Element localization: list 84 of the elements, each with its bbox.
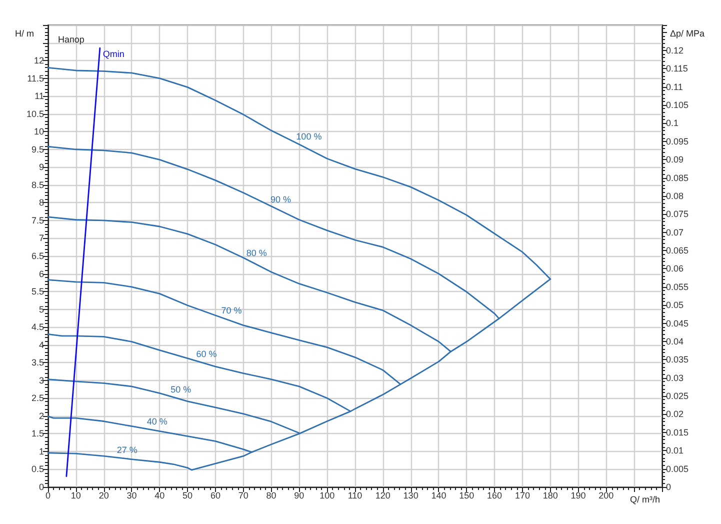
y2-tick-label: 0.015 — [666, 427, 689, 438]
y2-tick-label: 0.01 — [666, 446, 684, 456]
series-label: 50 % — [170, 384, 192, 394]
x-tick-label: 130 — [403, 490, 418, 500]
y-tick-label: 12 — [34, 56, 44, 66]
y2-tick-label: 0.025 — [666, 391, 689, 402]
x-tick-label: 20 — [98, 490, 109, 500]
x-tick-label: 140 — [431, 490, 446, 500]
y-tick-label: 0 — [38, 482, 44, 492]
y-tick-label: 7.5 — [31, 215, 44, 226]
x-tick-label: 120 — [375, 490, 390, 500]
y2-tick-label: 0.02 — [666, 409, 684, 420]
y2-tick-label: 0.08 — [666, 190, 684, 201]
y2-tick-label: 0.09 — [666, 154, 684, 165]
y-tick-label: 6 — [38, 268, 44, 279]
series-label: 100 % — [296, 131, 322, 142]
y-tick-label: 9 — [38, 162, 44, 172]
series-label: 90 % — [270, 194, 292, 204]
y2-tick-label: 0.065 — [666, 246, 689, 256]
x-tick-label: 80 — [266, 490, 276, 500]
x-tick-label: 150 — [459, 490, 474, 500]
y-tick-label: 9.5 — [31, 144, 44, 154]
series-label: 60 % — [196, 348, 217, 359]
y2-tick-label: 0.06 — [666, 264, 684, 274]
y2-tick-label: 0.055 — [666, 282, 689, 292]
x-axis-title: Q/ m³/h — [630, 494, 660, 504]
y-tick-label: 10.5 — [26, 108, 44, 119]
y2-tick-label: 0.105 — [666, 100, 689, 110]
y-tick-label: 0.5 — [31, 464, 44, 474]
y-axis-title: H/ m — [15, 28, 34, 38]
y2-tick-label: 0.1 — [666, 118, 679, 128]
x-tick-label: 40 — [154, 490, 165, 500]
x-tick-label: 60 — [210, 490, 220, 500]
x-tick-label: 50 — [182, 490, 193, 500]
y-tick-label: 10 — [34, 126, 44, 137]
y-tick-label: 3 — [38, 375, 44, 386]
y2-tick-label: 0.04 — [666, 336, 684, 346]
y-tick-label: 4.5 — [31, 322, 44, 332]
x-tick-label: 100 — [320, 490, 335, 500]
series-label: 80 % — [246, 248, 267, 258]
x-tick-label: 160 — [487, 490, 502, 500]
text: Напор — [58, 34, 84, 44]
x-tick-label: 110 — [348, 490, 362, 500]
y2-tick-label: 0.005 — [666, 464, 689, 474]
x-tick-label: 10 — [70, 490, 81, 500]
y2-tick-label: 0.115 — [666, 64, 688, 74]
x-tick-label: 180 — [542, 490, 558, 500]
y2-tick-label: 0 — [666, 482, 672, 492]
x-tick-label: 90 — [294, 490, 304, 500]
y-tick-label: 1.5 — [31, 428, 44, 439]
y2-tick-label: 0.085 — [666, 172, 689, 183]
series-label: Qmin — [102, 49, 124, 60]
y2-tick-label: 0.11 — [666, 82, 683, 92]
y2-axis-title: Δp/ MPa — [670, 28, 705, 38]
y-tick-label: 1 — [38, 446, 44, 456]
x-tick-label: 0 — [45, 490, 51, 500]
y2-tick-label: 0.075 — [666, 209, 689, 220]
y-tick-label: 11.5 — [27, 73, 44, 84]
y-tick-label: 11 — [34, 91, 44, 102]
y2-tick-label: 0.03 — [666, 372, 684, 383]
x-tick-label: 30 — [126, 490, 137, 500]
y2-tick-label: 0.095 — [666, 136, 689, 146]
y2-tick-label: 0.045 — [666, 318, 689, 328]
series-label: 70 % — [221, 305, 242, 316]
y2-tick-label: 0.12 — [666, 45, 684, 56]
y2-tick-label: 0.035 — [666, 354, 689, 365]
y-tick-label: 8.5 — [31, 180, 44, 190]
y-tick-label: 4 — [38, 340, 44, 350]
x-tick-label: 200 — [598, 490, 614, 500]
y2-tick-label: 0.07 — [666, 227, 684, 238]
y2-tick-label: 0.05 — [666, 300, 684, 310]
y-tick-label: 6.5 — [31, 251, 44, 261]
x-tick-label: 170 — [514, 490, 530, 500]
y-tick-label: 2 — [38, 410, 44, 421]
series-label: 27 % — [116, 444, 138, 455]
y-tick-label: 5.5 — [31, 286, 44, 297]
x-tick-label: 190 — [570, 490, 586, 500]
y-tick-label: 2.5 — [31, 393, 44, 404]
y-tick-label: 8 — [38, 198, 44, 208]
x-tick-label: 70 — [238, 490, 248, 500]
y-tick-label: 3.5 — [31, 358, 44, 368]
series-label: 40 % — [146, 416, 168, 426]
y-tick-label: 5 — [38, 304, 44, 314]
y-tick-label: 7 — [38, 233, 44, 244]
